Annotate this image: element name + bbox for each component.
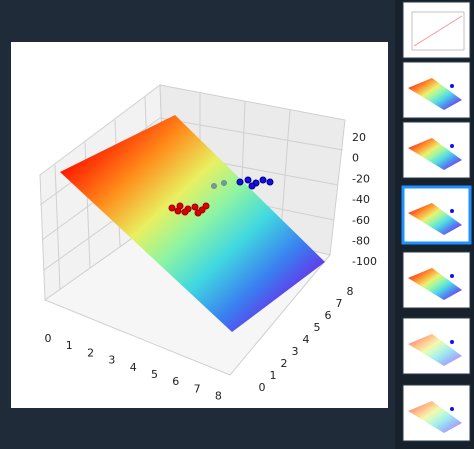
x-tick-label: 3 — [108, 354, 115, 367]
z-tick-label: -60 — [352, 214, 370, 227]
x-tick-label: 2 — [87, 346, 94, 359]
surface-plane — [60, 115, 325, 332]
z-tick-label: -40 — [352, 193, 370, 206]
y-tick-label: 7 — [336, 297, 343, 310]
y-tick-label: 8 — [347, 285, 354, 298]
thumb-content — [408, 138, 462, 170]
x-tick-label: 5 — [151, 368, 158, 381]
thumb-content — [450, 340, 454, 344]
x-tick-label: 8 — [215, 390, 222, 403]
thumb-content — [450, 84, 454, 88]
z-tick-label: -100 — [352, 255, 377, 268]
x-tick-label: 0 — [45, 332, 52, 345]
y-tick-label: 6 — [325, 309, 332, 322]
red-points — [168, 202, 210, 217]
y-tick-label: 5 — [314, 321, 321, 334]
x-tick-label: 1 — [66, 339, 73, 352]
thumb-content — [413, 15, 463, 47]
thumb-content — [411, 11, 465, 51]
z-tick-label: 0 — [352, 152, 359, 165]
thumb-content — [408, 78, 462, 110]
z-tick-label: -20 — [352, 172, 370, 185]
x-tick-label: 6 — [172, 375, 179, 388]
x-tick-label: 4 — [130, 361, 137, 374]
y-tick-label: 0 — [259, 381, 266, 394]
thumb-content — [408, 334, 462, 366]
y-tick-label: 1 — [270, 369, 277, 382]
thumb-content — [450, 407, 454, 411]
thumb-content — [408, 401, 462, 433]
thumb-content — [408, 268, 462, 300]
blue-points — [211, 176, 274, 190]
z-tick-label: 20 — [352, 131, 366, 144]
y-tick-label: 4 — [303, 333, 310, 346]
thumbnail — [402, 1, 471, 59]
y-tick-label: 2 — [281, 357, 288, 370]
thumb-content — [450, 209, 454, 213]
x-tick-label: 7 — [194, 382, 201, 395]
z-tick-label: -80 — [352, 235, 370, 248]
thumb-content — [408, 203, 462, 235]
thumb-content — [450, 144, 454, 148]
thumb-content — [450, 274, 454, 278]
y-tick-label: 3 — [292, 345, 299, 358]
thumbnails — [401, 1, 472, 442]
